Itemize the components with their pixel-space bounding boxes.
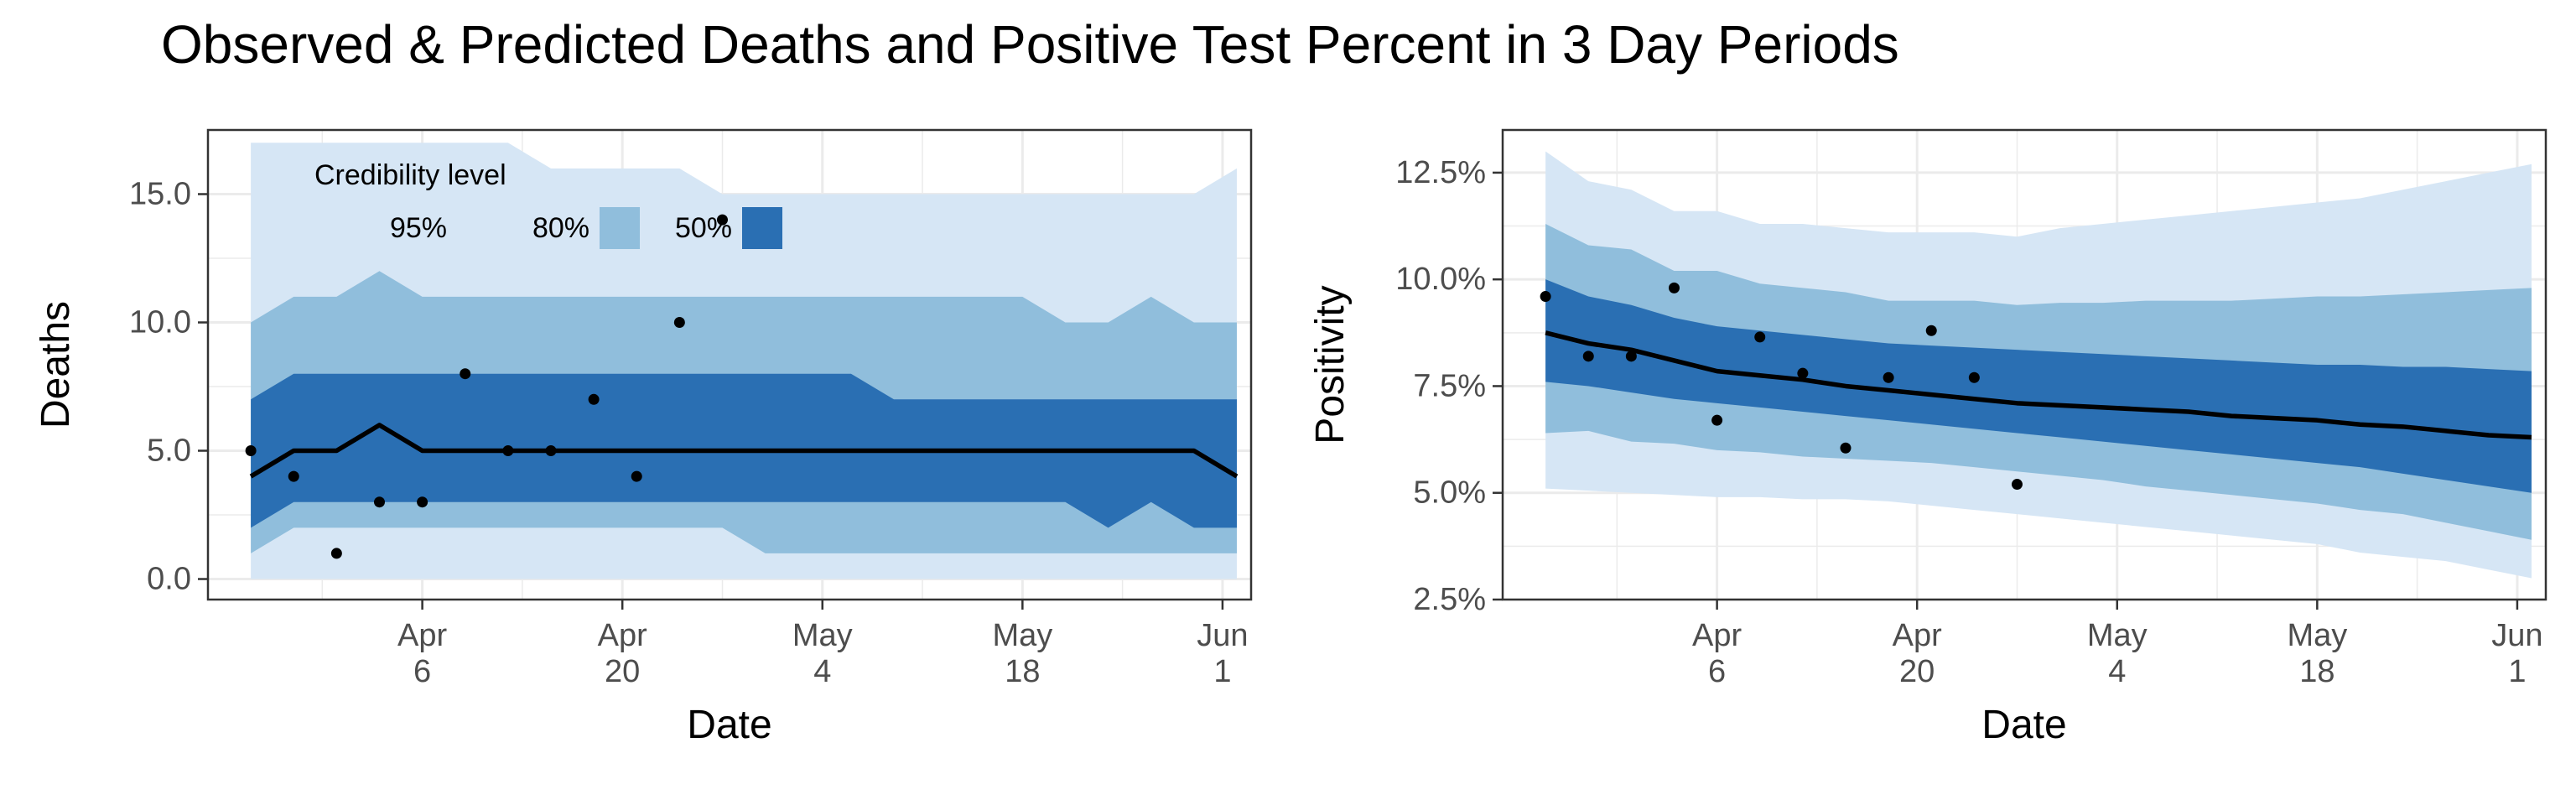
positivity-y-tick-label: 12.5% [1395,155,1486,190]
deaths-x-tick-label: 4 [813,654,831,689]
positivity-x-axis-title: Date [1981,703,2066,747]
deaths-y-axis-title: Deaths [34,301,78,428]
deaths-y-tick-label: 10.0 [129,305,191,340]
positivity-x-tick-label: May [2287,618,2347,653]
deaths-x-tick-label: Jun [1197,618,1248,653]
legend-label: 80% [532,212,589,244]
positivity-y-tick-label: 7.5% [1413,368,1486,403]
positivity-y-tick-label: 10.0% [1395,262,1486,297]
positivity-x-tick-label: 18 [2299,654,2334,689]
deaths-observed-point [545,445,557,457]
positivity-x-tick-label: Apr [1893,618,1942,653]
deaths-x-tick-label: 20 [605,654,640,689]
legend-key-80 [600,207,640,249]
legend-key-50 [742,207,782,249]
deaths-x-tick-label: Apr [598,618,647,653]
positivity-x-tick-label: 4 [2108,654,2126,689]
positivity-observed-point [1968,371,1980,383]
positivity-observed-point [1625,351,1637,362]
positivity-observed-point [1668,282,1680,293]
positivity-observed-point [1840,442,1852,454]
positivity-y-tick-label: 2.5% [1413,582,1486,617]
deaths-observed-point [588,393,600,405]
positivity-x-tick-label: May [2087,618,2148,653]
deaths-observed-point [673,317,685,329]
positivity-observed-point [1540,291,1551,303]
positivity-y-tick-label: 5.0% [1413,475,1486,511]
positivity-observed-point [1754,331,1766,343]
deaths-observed-point [373,496,385,508]
positivity-observed-point [1711,414,1723,426]
legend-label: 50% [675,212,732,244]
positivity-band-50 [1545,279,2532,493]
deaths-observed-point [245,445,257,457]
positivity-observed-point [1883,371,1894,383]
deaths-x-tick-label: May [992,618,1052,653]
positivity-observed-point [1925,325,1937,336]
positivity-x-tick-label: 1 [2508,654,2526,689]
positivity-observed-point [1797,367,1809,379]
positivity-observed-point [2011,479,2023,491]
deaths-observed-point [460,368,471,380]
legend: Credibility level 95% 80% 50% [314,159,782,249]
deaths-x-tick-label: 6 [413,654,431,689]
deaths-observed-point [716,214,728,226]
deaths-observed-point [417,496,428,508]
positivity-median-line [1545,330,2532,440]
deaths-observed-point [288,470,299,482]
positivity-x-tick-label: Jun [2491,618,2542,653]
legend-title: Credibility level [314,159,506,191]
positivity-x-tick-label: 6 [1708,654,1726,689]
deaths-median-line [249,423,1239,479]
positivity-y-axis-title: Positivity [1308,285,1353,444]
deaths-observed-point [330,548,342,559]
deaths-y-tick-label: 5.0 [147,434,191,469]
deaths-y-tick-label: 15.0 [129,177,191,212]
deaths-x-tick-label: 1 [1213,654,1231,689]
deaths-x-tick-label: Apr [397,618,447,653]
positivity-x-tick-label: 20 [1899,654,1935,689]
deaths-observed-point [631,470,642,482]
deaths-x-axis-title: Date [687,703,771,747]
deaths-y-tick-label: 0.0 [147,562,191,597]
deaths-panel-border [206,128,1253,601]
legend-label: 95% [390,212,447,244]
deaths-observed-point [502,445,514,457]
deaths-x-tick-label: May [792,618,853,653]
deaths-x-tick-label: 18 [1005,654,1040,689]
legend-key-95 [457,207,497,249]
positivity-panel-border [1501,128,2547,601]
positivity-x-tick-label: Apr [1692,618,1742,653]
chart-title: Observed & Predicted Deaths and Positive… [161,14,1899,75]
positivity-observed-point [1582,351,1594,362]
